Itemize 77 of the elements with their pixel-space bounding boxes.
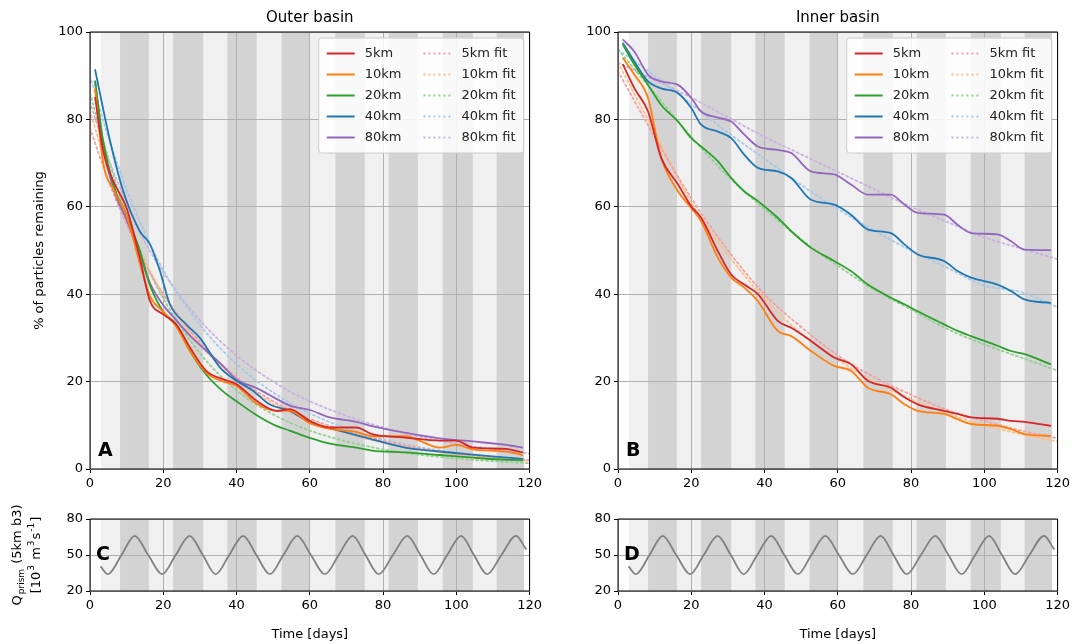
legend-label: 20km fit [461,86,516,102]
x-tick-label: 120 [517,475,543,491]
x-tick-label: 0 [613,475,623,491]
x-tick-label: 100 [971,597,997,613]
legend-label: 40km fit [989,107,1044,123]
legend-label: 10km [892,65,930,81]
x-tick-label: 60 [829,475,847,491]
x-tick-label: 0 [613,597,623,613]
legend-label: 5km [364,44,394,60]
x-tick-label: 120 [1045,475,1071,491]
y-tick-label: 20 [66,372,83,388]
legend-label: 5km fit [461,44,508,60]
x-tick-label: 120 [1045,597,1071,613]
x-tick-label: 60 [301,475,319,491]
legend-label: 80km fit [461,128,516,144]
x-tick-label: 40 [756,597,773,613]
x-tick-label: 40 [228,475,245,491]
y-tick-label: 100 [586,23,611,39]
legend-label: 40km [892,107,930,123]
x-tick-label: 0 [85,597,95,613]
x-tick-label: 60 [829,597,847,613]
y-tick-label: 40 [594,285,611,301]
legend-label: 40km fit [461,107,516,123]
annotation: D [624,541,640,564]
y-tick-label: 50 [66,546,83,562]
x-tick-label: 80 [902,597,920,613]
line-series [618,61,1058,261]
x-tick-label: 20 [682,597,700,613]
chart-title: Outer basin [266,8,354,27]
x-tick-label: 20 [154,475,172,491]
x-tick-label: 20 [154,597,172,613]
legend-label: 5km fit [989,44,1036,60]
legend-label: 40km [364,107,402,123]
legend-label: 80km [364,128,402,144]
x-axis-title: Time [days] [270,625,349,641]
y-tick-label: 0 [602,460,611,476]
legend-label: 10km [364,65,402,81]
annotation: A [98,438,113,461]
x-tick-label: 80 [374,597,392,613]
x-tick-label: 100 [971,475,997,491]
y-tick-label: 80 [594,110,611,126]
x-tick-label: 100 [443,475,469,491]
y-tick-label: 40 [66,285,83,301]
legend-label: 80km fit [989,128,1044,144]
y-tick-label: 20 [594,372,611,388]
y-tick-label: 80 [66,510,83,526]
legend-label: 10km fit [461,65,516,81]
y-tick-label: 100 [58,23,83,39]
x-tick-label: 80 [374,475,392,491]
y-tick-label: 20 [594,582,611,598]
annotation: C [96,541,110,564]
y-tick-label: 0 [74,460,83,476]
y-tick-label: 80 [66,110,83,126]
x-tick-label: 40 [756,475,773,491]
y-axis-title: % of particles remaining [31,171,47,330]
y-tick-label: 20 [66,582,83,598]
x-tick-label: 40 [228,597,245,613]
x-tick-label: 120 [517,597,543,613]
legend-label: 10km fit [989,65,1044,81]
x-axis-title: Time [days] [798,625,877,641]
y-tick-label: 50 [594,546,611,562]
x-tick-label: 60 [301,597,319,613]
legend-label: 5km [892,44,922,60]
y-tick-label: 60 [66,198,83,214]
x-tick-label: 20 [682,475,700,491]
y-tick-label: 80 [594,510,611,526]
legend-label: 20km [364,86,402,102]
x-tick-label: 0 [85,475,95,491]
y-tick-label: 60 [594,198,611,214]
chart-title: Inner basin [795,8,880,27]
legend-label: 80km [892,128,930,144]
x-tick-label: 80 [902,475,920,491]
legend-label: 20km fit [989,86,1044,102]
annotation: B [626,438,641,461]
legend-label: 20km [892,86,930,102]
x-tick-label: 100 [443,597,469,613]
line-series [622,38,1052,251]
